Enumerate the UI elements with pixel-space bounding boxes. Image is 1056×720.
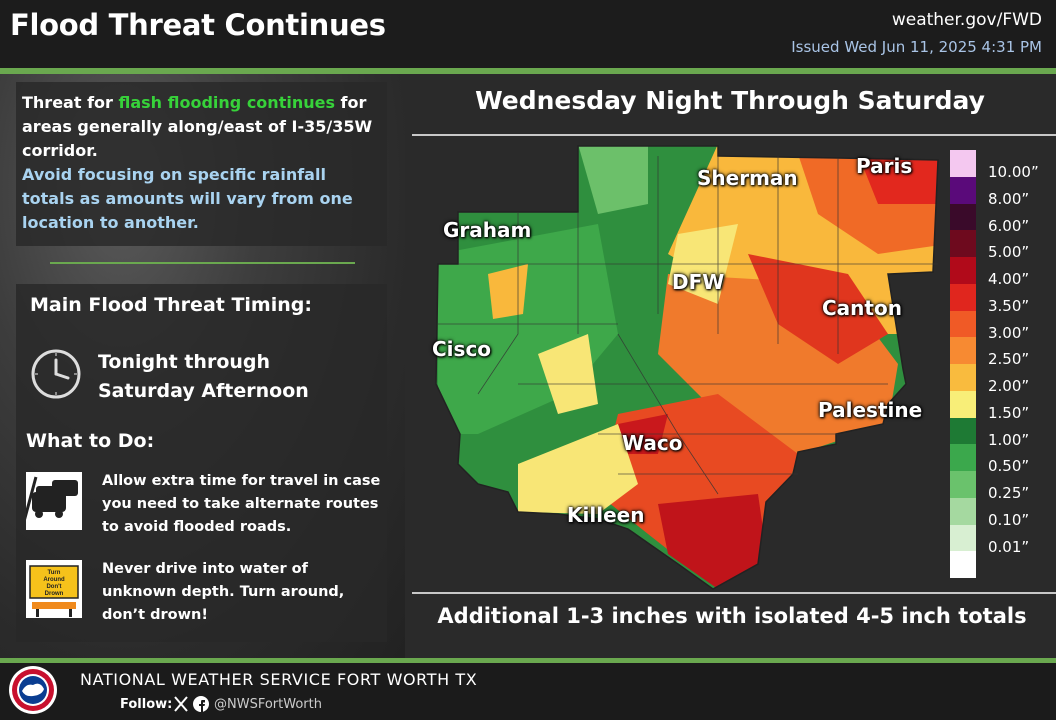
legend-swatch: [950, 444, 976, 471]
x-icon[interactable]: [174, 696, 188, 712]
intro-text: Threat for flash flooding continues for …: [16, 82, 387, 163]
legend-swatch: [950, 524, 976, 552]
timing-line-2: Saturday Afternoon: [98, 380, 309, 402]
legend-swatch: [950, 390, 976, 418]
legend-swatch: [950, 310, 976, 338]
facebook-icon[interactable]: [193, 696, 209, 712]
city-label-canton: Canton: [822, 296, 902, 320]
legend-label: 4.00”: [988, 270, 1030, 288]
intro-rest: for areas generally along/east of I-35/3…: [22, 93, 373, 160]
map-bottom-rule: [412, 592, 1056, 594]
legend-label: 5.00”: [988, 243, 1030, 262]
legend-swatch: [950, 150, 976, 177]
legend-label: 2.00”: [988, 377, 1030, 395]
rainfall-legend: [950, 150, 976, 578]
legend-swatch: [950, 283, 976, 311]
header-bar: Flood Threat Continues weather.gov/FWD I…: [0, 0, 1056, 68]
site-link[interactable]: weather.gov/FWD: [891, 10, 1042, 30]
section-divider: [50, 262, 355, 264]
legend-label: 1.00”: [988, 430, 1030, 449]
timing-text: Tonight through Saturday Afternoon: [98, 348, 309, 406]
legend-label: 0.01”: [988, 537, 1030, 556]
intro-lead: Threat for: [22, 93, 119, 112]
legend-label: 0.50”: [988, 457, 1030, 476]
page-title: Flood Threat Continues: [10, 8, 386, 42]
legend-label: 6.00”: [988, 216, 1030, 235]
clock-icon: [31, 349, 81, 399]
sign-text-1: Turn: [48, 570, 61, 576]
city-label-waco: Waco: [622, 431, 683, 455]
city-label-dfw: DFW: [672, 270, 725, 294]
traffic-cars-icon: [26, 472, 82, 530]
legend-swatch: [950, 551, 976, 578]
legend-swatch: [950, 364, 976, 391]
intro-box: Threat for flash flooding continues for …: [16, 82, 387, 246]
tip-turn-around: Never drive into water of unknown depth.…: [102, 561, 345, 623]
timing-box: Main Flood Threat Timing: Tonight throug…: [16, 284, 387, 642]
intro-highlight: flash flooding continues: [118, 93, 335, 112]
legend-label: 10.00”: [988, 163, 1039, 181]
legend-swatch: [950, 471, 976, 498]
rainfall-summary: Additional 1-3 inches with isolated 4-5 …: [437, 604, 1027, 628]
nws-logo-icon: [9, 666, 57, 714]
office-name: NATIONAL WEATHER SERVICE FORT WORTH TX: [80, 670, 478, 689]
city-label-sherman: Sherman: [697, 166, 798, 190]
city-label-graham: Graham: [443, 218, 532, 242]
sign-text-4: Drown: [45, 591, 64, 597]
map-top-rule: [412, 134, 1056, 136]
social-icons: [174, 696, 209, 712]
legend-label: 3.00”: [988, 323, 1030, 342]
turn-around-sign-icon: Turn Around Don't Drown: [26, 560, 82, 618]
what-to-do-heading: What to Do:: [26, 430, 155, 452]
legend-swatch: [950, 337, 976, 364]
city-label-killeen: Killeen: [567, 503, 645, 527]
tip-travel-time: Allow extra time for travel in case you …: [102, 473, 381, 535]
legend-swatch: [950, 230, 976, 257]
legend-swatch: [950, 203, 976, 231]
legend-swatch: [950, 417, 976, 445]
legend-swatch: [950, 257, 976, 284]
legend-label: 2.50”: [988, 350, 1030, 369]
legend-label: 0.25”: [988, 484, 1030, 502]
legend-label: 3.50”: [988, 296, 1030, 315]
sign-text-2: Around: [43, 577, 65, 583]
legend-swatch: [950, 176, 976, 204]
city-label-cisco: Cisco: [432, 337, 492, 361]
social-handle[interactable]: @NWSFortWorth: [214, 697, 322, 712]
follow-label: Follow:: [120, 697, 173, 712]
map-title: Wednesday Night Through Saturday: [475, 86, 985, 115]
intro-advice: Avoid focusing on specific rainfall tota…: [22, 165, 353, 232]
legend-label: 1.50”: [988, 403, 1030, 422]
issued-timestamp: Issued Wed Jun 11, 2025 4:31 PM: [791, 38, 1042, 56]
sign-text-3: Don't: [46, 584, 61, 590]
legend-swatch: [950, 497, 976, 525]
legend-label: 0.10”: [988, 510, 1030, 529]
city-label-palestine: Palestine: [818, 398, 923, 422]
rainfall-map: [435, 145, 939, 590]
header-divider: [0, 68, 1056, 74]
timing-heading: Main Flood Threat Timing:: [30, 294, 312, 316]
timing-line-1: Tonight through: [98, 351, 271, 373]
city-label-paris: Paris: [856, 154, 913, 178]
legend-label: 8.00”: [988, 189, 1030, 208]
